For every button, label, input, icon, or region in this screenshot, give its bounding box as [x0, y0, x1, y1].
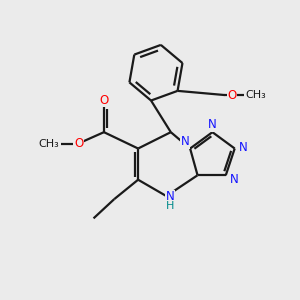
Text: H: H — [166, 201, 174, 211]
Text: O: O — [99, 94, 109, 106]
Text: N: N — [180, 136, 189, 148]
Text: CH₃: CH₃ — [39, 139, 59, 149]
Text: N: N — [239, 140, 248, 154]
Text: N: N — [230, 173, 239, 186]
Text: O: O — [227, 88, 236, 101]
Text: O: O — [74, 137, 83, 150]
Text: N: N — [208, 118, 217, 131]
Text: N: N — [166, 190, 174, 203]
Text: CH₃: CH₃ — [245, 90, 266, 100]
